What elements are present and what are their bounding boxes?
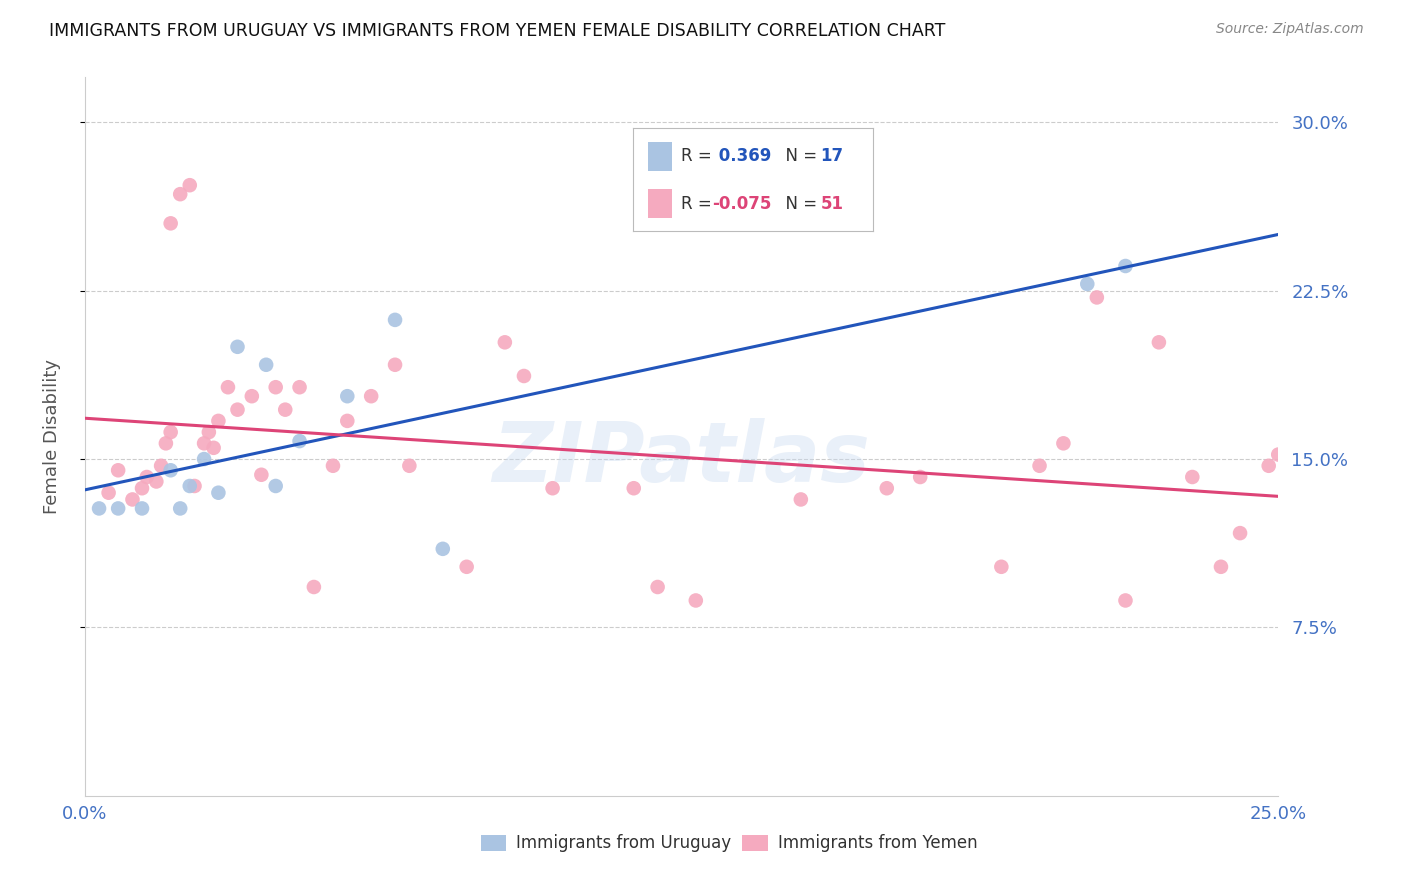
Point: [647, 580, 669, 594]
Point: [198, 425, 221, 439]
Point: [322, 458, 344, 473]
Point: [1181, 470, 1204, 484]
Text: Immigrants from Uruguay: Immigrants from Uruguay: [516, 834, 731, 852]
Point: [456, 559, 478, 574]
Point: [623, 481, 645, 495]
Point: [1114, 259, 1136, 273]
Point: [1114, 593, 1136, 607]
Text: 0.369: 0.369: [713, 147, 770, 166]
Point: [398, 458, 420, 473]
Point: [159, 463, 181, 477]
Bar: [648, 142, 672, 171]
Point: [159, 425, 181, 439]
Point: [193, 452, 215, 467]
Point: [1229, 526, 1251, 541]
Point: [1076, 277, 1098, 291]
Point: [226, 402, 249, 417]
Point: [990, 559, 1012, 574]
Bar: [648, 189, 672, 219]
Point: [908, 470, 931, 484]
Point: [240, 389, 263, 403]
Point: [226, 340, 249, 354]
Point: [1147, 335, 1170, 350]
Point: [131, 481, 153, 495]
Point: [131, 501, 153, 516]
Point: [1028, 458, 1050, 473]
Point: [87, 501, 110, 516]
Point: [179, 178, 201, 193]
Point: [217, 380, 239, 394]
Point: [288, 434, 311, 448]
Point: [145, 475, 167, 489]
Point: [250, 467, 273, 482]
Point: [97, 485, 120, 500]
Point: [202, 441, 225, 455]
Point: [1209, 559, 1232, 574]
Point: [107, 501, 129, 516]
Point: [432, 541, 454, 556]
Point: [254, 358, 277, 372]
Point: [1085, 290, 1108, 304]
Point: [336, 389, 359, 403]
Point: [121, 492, 143, 507]
Point: [513, 369, 536, 384]
Point: [135, 470, 157, 484]
Text: N =: N =: [775, 194, 823, 213]
Point: [1267, 448, 1289, 462]
Point: [155, 436, 177, 450]
Point: [384, 313, 406, 327]
Point: [274, 402, 297, 417]
Point: [1257, 458, 1279, 473]
Text: -0.075: -0.075: [713, 194, 772, 213]
Text: ZIPatlas: ZIPatlas: [492, 417, 870, 499]
Point: [264, 479, 287, 493]
Point: [159, 216, 181, 230]
Point: [336, 414, 359, 428]
Point: [790, 492, 813, 507]
Point: [541, 481, 564, 495]
Point: [169, 187, 191, 202]
Point: [169, 501, 191, 516]
Y-axis label: Female Disability: Female Disability: [44, 359, 60, 514]
Point: [193, 436, 215, 450]
Point: [302, 580, 325, 594]
Point: [685, 593, 707, 607]
Point: [494, 335, 516, 350]
Point: [179, 479, 201, 493]
Point: [264, 380, 287, 394]
Point: [183, 479, 205, 493]
Point: [207, 485, 229, 500]
Point: [384, 358, 406, 372]
Point: [107, 463, 129, 477]
Point: [1052, 436, 1074, 450]
Text: Immigrants from Yemen: Immigrants from Yemen: [778, 834, 977, 852]
Point: [876, 481, 898, 495]
Point: [360, 389, 382, 403]
Text: 51: 51: [820, 194, 844, 213]
Text: IMMIGRANTS FROM URUGUAY VS IMMIGRANTS FROM YEMEN FEMALE DISABILITY CORRELATION C: IMMIGRANTS FROM URUGUAY VS IMMIGRANTS FR…: [49, 22, 946, 40]
Point: [207, 414, 229, 428]
Text: Source: ZipAtlas.com: Source: ZipAtlas.com: [1216, 22, 1364, 37]
Point: [288, 380, 311, 394]
Text: R =: R =: [682, 194, 717, 213]
Text: N =: N =: [775, 147, 823, 166]
Point: [150, 458, 173, 473]
Text: R =: R =: [682, 147, 717, 166]
Text: 17: 17: [820, 147, 844, 166]
